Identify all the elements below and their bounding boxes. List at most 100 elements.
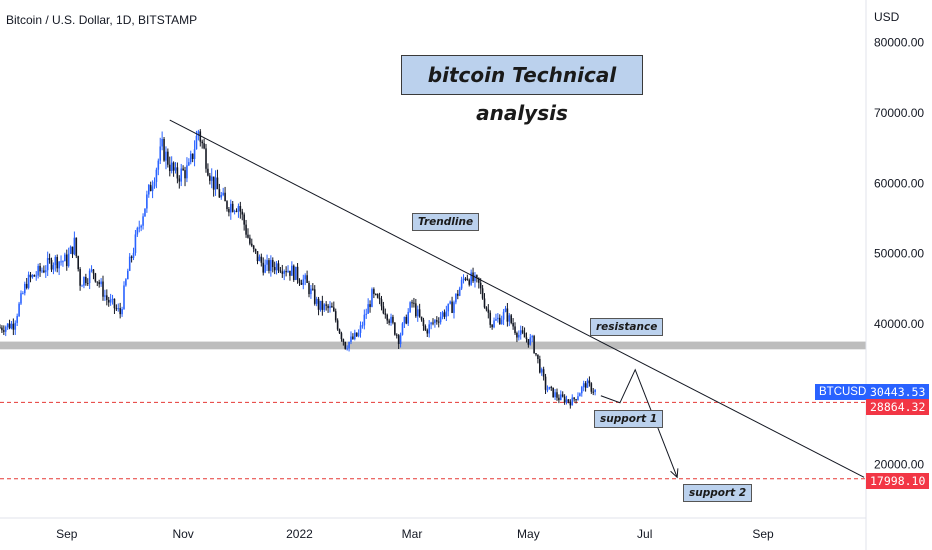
candle [466,274,469,281]
candle [445,305,448,321]
candle [287,265,289,273]
candle [75,237,78,259]
candle [540,367,543,376]
candle [386,313,389,325]
candle [353,329,356,341]
candle [331,302,333,308]
price-axis[interactable]: 80000.00 70000.00 60000.00 50000.00 40000.00… [874,36,924,472]
candle [371,287,373,308]
candle [243,212,245,231]
candle [231,201,234,213]
candle [132,247,135,261]
candle [33,274,36,277]
candle [199,129,202,147]
candle [10,320,13,330]
candle [144,208,146,217]
candle [237,203,240,218]
candle [35,271,38,281]
candle [214,170,217,196]
candle [79,267,81,291]
candle [432,318,434,326]
candle [262,257,265,276]
price-tick-label: 50000.00 [874,247,924,261]
candle [88,268,91,290]
time-axis[interactable]: Sep Nov 2022 Mar May Jul Sep [56,527,774,541]
candle [430,321,432,330]
candle [409,301,411,313]
candle [90,265,93,273]
candle [86,278,89,286]
ticker-tag[interactable]: BTCUSD [815,384,871,400]
candle [556,388,558,401]
candle [516,331,518,343]
candle [239,201,242,219]
candle [537,354,539,364]
candle [249,234,251,246]
candle [495,313,497,322]
candle [388,318,390,326]
resistance-label: resistance [590,318,664,336]
candle [411,299,413,308]
candle [117,303,120,312]
candle [369,300,371,313]
time-tick-label: Nov [172,527,193,541]
candle [521,326,524,335]
candle [201,139,203,149]
candle [489,310,492,328]
candle [275,260,278,275]
candle [172,161,175,177]
trendline[interactable] [169,119,865,478]
candle [258,254,261,262]
candle [52,262,55,275]
candle [542,366,545,381]
price-tick-label: 20000.00 [874,458,924,472]
chart-main-title: bitcoin Technical analysis [401,55,643,125]
candle [157,158,160,176]
candle [100,278,102,287]
candle [0,324,1,329]
candle [138,220,141,233]
candle [338,328,341,335]
candle [31,274,34,279]
candle [1,325,3,334]
candle [302,274,305,290]
candle [115,304,118,312]
candle [376,293,379,299]
projection-arrowhead [670,468,679,479]
candle [113,298,116,315]
candle [193,140,196,167]
candle [512,318,514,330]
candle [317,296,320,316]
candle [260,253,263,267]
candle [58,260,60,276]
candle [350,331,352,345]
candle [106,289,108,306]
candle [403,316,406,329]
candle [186,157,188,183]
candle [18,301,20,318]
candle [594,388,596,396]
candle [64,252,66,262]
candle [392,314,394,325]
candle [592,387,595,396]
candle [580,385,583,397]
candle [56,254,59,273]
candle [395,333,398,339]
price-axis-unit: USD [874,10,900,24]
candle [189,150,192,165]
candle [39,262,41,277]
candle [182,165,184,171]
candle [12,318,15,336]
candle [397,334,400,349]
candle [48,253,51,264]
support1-label: support 1 [594,410,664,428]
candle [85,273,87,286]
candle [130,255,133,263]
candle [359,321,362,338]
candle [474,272,476,288]
candles-group [0,129,596,409]
candle [8,319,11,330]
candle [560,390,562,401]
time-tick-label: Mar [402,527,423,541]
candle [518,330,520,341]
